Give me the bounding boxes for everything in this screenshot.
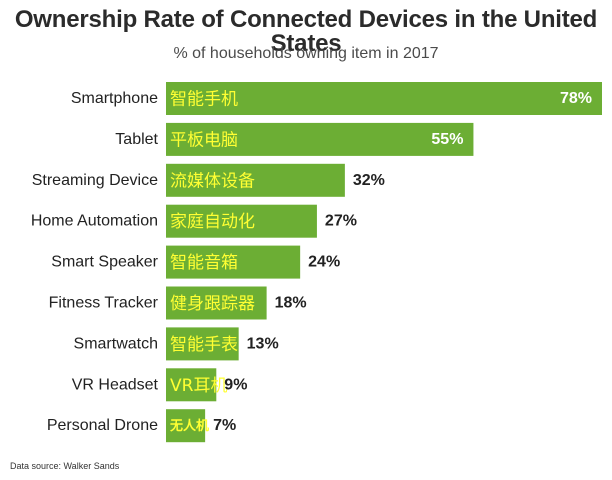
category-label: Smartwatch [74,335,158,352]
bar [166,409,206,443]
value-label: 7% [213,417,236,434]
bar [166,286,267,320]
value-label: 13% [247,335,279,352]
value-label: 9% [224,376,247,393]
category-label: Smart Speaker [51,254,158,271]
value-label: 55% [431,131,463,148]
value-label: 24% [308,254,340,271]
bar-inner-label: 智能手机 [170,90,238,110]
category-label: VR Headset [72,376,159,393]
data-source-note: Data source: Walker Sands [10,461,120,471]
category-label: Smartphone [71,90,158,107]
value-label: 18% [275,295,307,312]
category-label: Personal Drone [47,417,158,434]
value-label: 32% [353,172,385,189]
bar-inner-label: VR耳机 [170,376,227,396]
bar [166,122,474,156]
bar [166,82,602,115]
bar-inner-label: 流媒体设备 [170,171,255,191]
bar-inner-label: 健身跟踪器 [170,294,255,314]
category-label: Streaming Device [32,172,158,189]
bar [166,163,345,197]
bar-inner-label: 无人机 [169,418,209,434]
bar [166,204,317,238]
bar [166,368,217,402]
chart-title: Ownership Rate of Connected Devices in t… [14,6,598,57]
bar-inner-label: 智能音箱 [170,253,238,273]
value-label: 78% [560,90,592,107]
category-label: Tablet [115,131,158,148]
bar-inner-label: 智能手表 [170,335,238,355]
bar [166,245,301,279]
bar-inner-label: 平板电脑 [170,130,238,150]
category-label: Fitness Tracker [49,295,159,312]
category-label: Home Automation [31,213,158,230]
bar [166,327,239,361]
chart-subtitle: % of households owning item in 2017 [173,45,439,62]
value-label: 27% [325,213,357,230]
bar-inner-label: 家庭自动化 [170,212,255,232]
